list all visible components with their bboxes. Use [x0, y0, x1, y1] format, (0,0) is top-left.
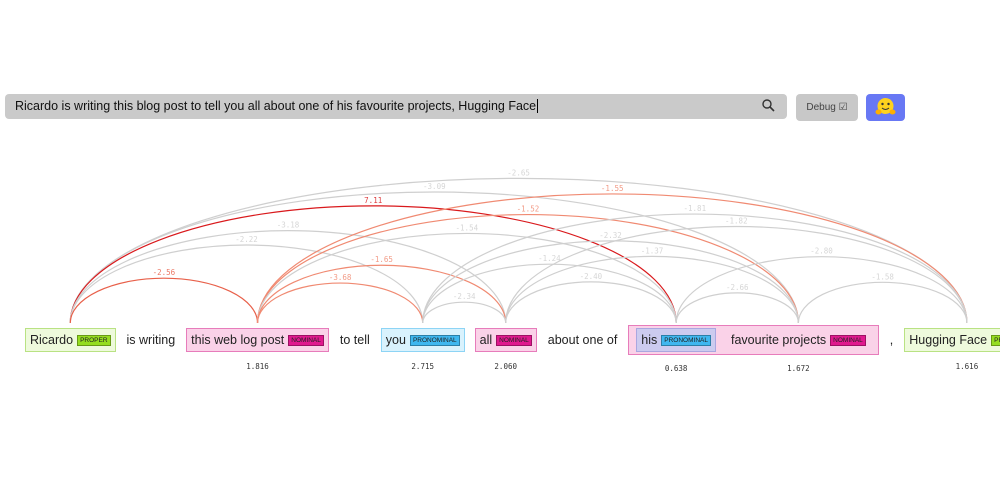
mention-score: 1.616 — [955, 362, 979, 371]
mention: his PRONOMINAL — [636, 328, 716, 352]
arc — [422, 213, 968, 324]
search-icon[interactable] — [762, 99, 775, 112]
arc-label: -1.58 — [871, 272, 894, 281]
search-input[interactable]: Ricardo is writing this blog post to tel… — [5, 94, 787, 119]
mention-text: this web log post — [191, 333, 285, 347]
mention-text: favourite projects — [730, 333, 827, 347]
mention-tag: NOMINAL — [496, 334, 532, 346]
arc-label: -1.24 — [538, 254, 561, 263]
mention-group: his PRONOMINAL favourite projects NOMINAL — [628, 325, 879, 355]
arc — [256, 282, 424, 324]
mention-text: Hugging Face — [909, 333, 988, 347]
arc-label: -3.09 — [423, 182, 446, 191]
mention: favourite projects NOMINAL — [726, 328, 871, 352]
arc — [256, 264, 507, 324]
arc — [69, 244, 424, 324]
mention-text: all — [479, 333, 493, 347]
arc-label: -2.40 — [580, 272, 603, 281]
logo-face — [875, 98, 896, 115]
arc — [422, 263, 677, 324]
arc-label: -1.37 — [641, 246, 664, 255]
mention-tag: PROPER — [77, 334, 111, 346]
arc-label: -3.18 — [277, 221, 300, 230]
arc — [505, 281, 677, 324]
mention-score: 1.816 — [246, 362, 269, 371]
arc-label: -1.55 — [601, 184, 624, 193]
mention-score: 2.715 — [411, 362, 434, 371]
arc — [69, 230, 507, 324]
mention-tag: PRONOMINAL — [661, 334, 711, 346]
arc — [69, 277, 259, 324]
mention: Ricardo PROPER — [25, 328, 116, 352]
mention-score: 0.638 — [664, 364, 688, 373]
mention-text: you — [385, 333, 406, 347]
mention: Hugging FacePROPER — [904, 328, 1000, 352]
debug-button[interactable]: Debug ☑ — [796, 94, 858, 121]
arc — [422, 301, 507, 324]
arc-label: 7.11 — [364, 196, 382, 205]
mention: you PRONOMINAL — [380, 328, 465, 352]
mention-score: 2.060 — [494, 362, 517, 371]
mention: this web log post NOMINAL — [186, 328, 329, 352]
mention-tag: PROPER — [991, 334, 1000, 346]
arc-label: -2.65 — [507, 168, 530, 177]
arc — [256, 193, 968, 324]
arc — [675, 292, 799, 324]
arc-label: -2.22 — [235, 235, 258, 244]
token-text: to tell — [339, 333, 370, 347]
arc-label: -2.80 — [810, 247, 833, 256]
mention: all NOMINAL — [474, 328, 537, 352]
arc-label: -2.56 — [153, 268, 176, 277]
arc — [505, 255, 799, 324]
token-text: about one of — [547, 333, 618, 347]
logo[interactable] — [866, 94, 905, 121]
mention-score: 1.672 — [787, 364, 810, 373]
arc-label: -1.65 — [370, 255, 393, 264]
arc — [256, 232, 677, 324]
arc-label: -1.82 — [725, 216, 748, 225]
arc — [505, 225, 968, 324]
arc-label: -2.66 — [726, 283, 749, 292]
arc — [69, 191, 799, 324]
arc — [797, 281, 968, 324]
arc-label: -2.34 — [453, 292, 476, 301]
arc-label: -1.81 — [684, 204, 707, 213]
mention-tag: PRONOMINAL — [409, 334, 460, 346]
token-text: , — [889, 333, 894, 347]
arc-label: -2.32 — [599, 231, 622, 240]
mention-tag: NOMINAL — [830, 334, 866, 346]
mention-tag: NOMINAL — [288, 334, 324, 346]
token-text: is writing — [126, 333, 176, 347]
arc — [256, 213, 799, 324]
mention-text: his — [641, 333, 658, 347]
mention-text: Ricardo — [30, 333, 74, 347]
arc-label: -1.54 — [456, 223, 479, 232]
arc-label: -1.52 — [517, 205, 540, 214]
arc — [69, 205, 677, 324]
arc — [675, 256, 968, 324]
arc — [422, 240, 799, 324]
arc-label: -3.68 — [329, 273, 352, 282]
token-row: Ricardo PROPER is writing this web log post… — [20, 325, 1000, 355]
search-text: Ricardo is writing this blog post to tel… — [15, 99, 537, 113]
